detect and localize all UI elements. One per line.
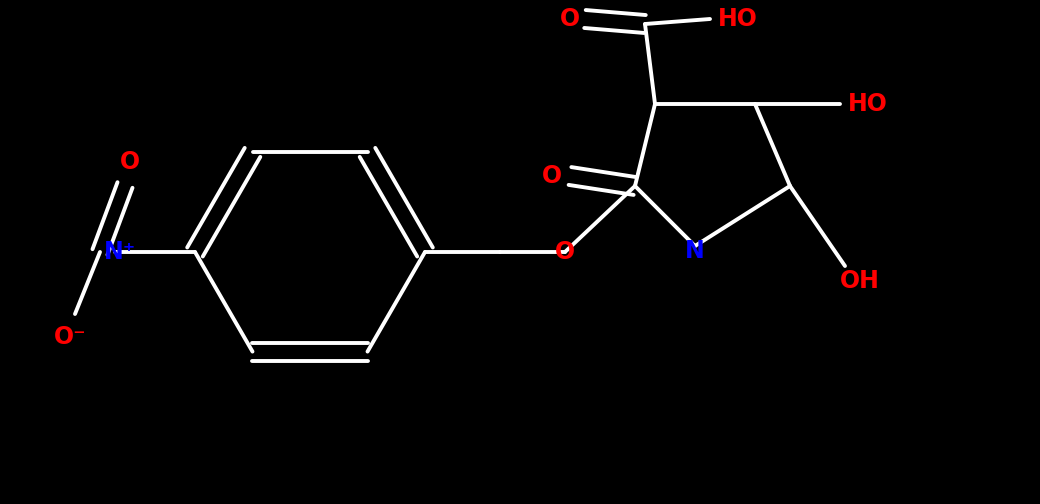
Text: O: O <box>555 240 575 264</box>
Text: O: O <box>542 164 562 188</box>
Text: N: N <box>685 239 705 263</box>
Text: N⁺: N⁺ <box>104 240 136 264</box>
Text: O: O <box>560 7 580 31</box>
Text: HO: HO <box>848 92 888 116</box>
Text: O: O <box>120 150 140 174</box>
Text: OH: OH <box>840 269 880 293</box>
Text: O⁻: O⁻ <box>54 325 86 349</box>
Text: HO: HO <box>718 7 758 31</box>
